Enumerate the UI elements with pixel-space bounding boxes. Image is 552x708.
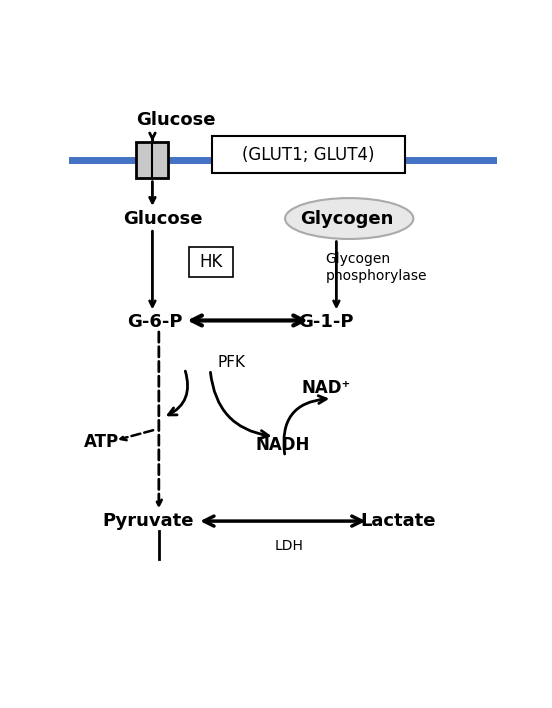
Ellipse shape [285, 198, 413, 239]
Text: G-6-P: G-6-P [127, 313, 182, 331]
FancyArrowPatch shape [210, 372, 268, 438]
Text: Glucose: Glucose [123, 210, 203, 227]
Text: G-1-P: G-1-P [298, 313, 353, 331]
FancyBboxPatch shape [189, 247, 233, 278]
Text: Pyruvate: Pyruvate [102, 512, 194, 530]
Text: ATP: ATP [83, 433, 119, 451]
Text: LDH: LDH [275, 539, 304, 553]
Text: (GLUT1; GLUT4): (GLUT1; GLUT4) [242, 146, 375, 164]
Text: Lactate: Lactate [360, 512, 436, 530]
FancyBboxPatch shape [136, 142, 168, 178]
Text: Glucose: Glucose [136, 111, 216, 130]
Text: Glycogen: Glycogen [300, 210, 394, 227]
FancyBboxPatch shape [213, 136, 405, 173]
Text: NAD⁺: NAD⁺ [301, 379, 351, 396]
Text: Glycogen
phosphorylase: Glycogen phosphorylase [326, 253, 427, 282]
FancyArrowPatch shape [168, 371, 188, 415]
Text: NADH: NADH [256, 435, 310, 454]
FancyArrowPatch shape [284, 396, 326, 454]
Text: PFK: PFK [217, 355, 246, 370]
Text: HK: HK [199, 253, 222, 271]
